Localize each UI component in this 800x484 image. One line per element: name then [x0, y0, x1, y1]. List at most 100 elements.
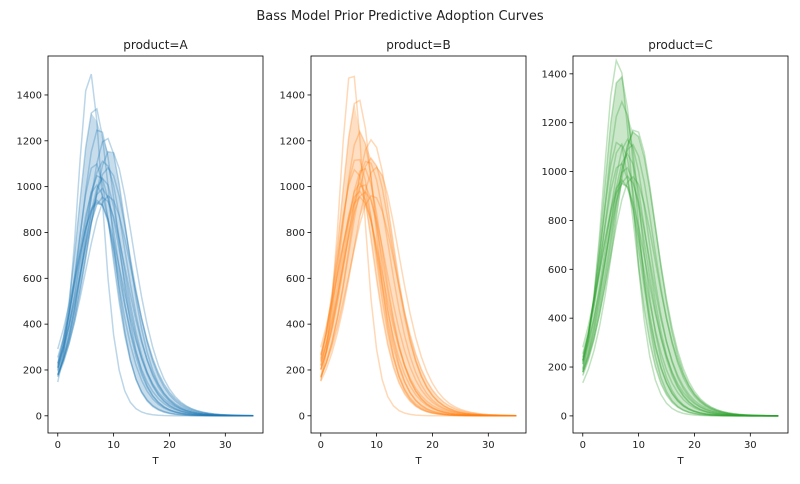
hdi-band	[582, 77, 779, 416]
adoption-curve	[582, 166, 779, 417]
adoption-curve	[57, 137, 254, 417]
adoption-curve	[582, 162, 779, 417]
x-axis-label: T	[676, 456, 684, 467]
y-tick-label: 0	[36, 411, 42, 422]
axes-frame	[310, 55, 527, 434]
x-tick-label: 30	[744, 440, 757, 451]
adoption-curve	[582, 75, 779, 417]
adoption-curve	[582, 152, 779, 417]
adoption-curve	[320, 168, 517, 417]
adoption-curve	[582, 174, 779, 417]
y-tick-label: 800	[286, 228, 305, 239]
adoption-curve	[57, 150, 254, 417]
adoption-curve	[582, 142, 779, 417]
x-axis-label: T	[414, 456, 422, 467]
adoption-curve	[57, 196, 254, 417]
x-tick-label: 20	[426, 440, 439, 451]
y-tick-label: 1400	[542, 69, 567, 80]
y-tick-label: 600	[23, 274, 42, 285]
panel-title: product=B	[386, 38, 450, 52]
y-tick-label: 200	[548, 363, 567, 374]
adoption-curve	[320, 189, 517, 417]
adoption-curve	[57, 162, 254, 417]
adoption-curve	[57, 187, 254, 417]
adoption-curve	[320, 181, 517, 417]
adoption-curve	[582, 130, 779, 417]
adoption-curve	[320, 166, 517, 417]
adoption-curve	[582, 129, 779, 417]
adoption-curve	[57, 174, 254, 417]
y-tick-label: 1400	[17, 90, 42, 101]
x-tick-label: 0	[318, 440, 324, 451]
y-tick-label: 1000	[542, 167, 567, 178]
x-tick-label: 30	[482, 440, 495, 451]
panel-title: product=A	[123, 38, 188, 52]
x-tick-label: 10	[370, 440, 383, 451]
y-tick-label: 600	[548, 265, 567, 276]
adoption-curve	[57, 73, 254, 417]
y-tick-label: 0	[561, 411, 567, 422]
panel-title: product=C	[648, 38, 713, 52]
chart-title: Bass Model Prior Predictive Adoption Cur…	[256, 9, 543, 24]
adoption-curve	[320, 184, 517, 417]
adoption-curve	[57, 177, 254, 417]
adoption-curve	[57, 194, 254, 417]
adoption-curve	[320, 75, 517, 417]
x-axis-label: T	[151, 456, 159, 467]
x-tick-label: 10	[107, 440, 120, 451]
adoption-curve	[320, 195, 517, 417]
y-tick-label: 600	[286, 274, 305, 285]
adoption-curve	[582, 175, 779, 417]
x-tick-label: 0	[580, 440, 586, 451]
adoption-curve	[582, 182, 779, 417]
adoption-curve	[320, 190, 517, 417]
adoption-curve	[320, 138, 517, 417]
adoption-curve	[320, 156, 517, 417]
y-tick-label: 1400	[280, 90, 305, 101]
adoption-curve	[582, 178, 779, 417]
adoption-curve	[57, 107, 254, 417]
y-tick-label: 400	[286, 320, 305, 331]
x-tick-label: 0	[55, 440, 61, 451]
hdi-band	[320, 103, 517, 416]
hdi-band	[57, 113, 254, 416]
x-tick-label: 30	[219, 440, 232, 451]
adoption-curve	[320, 158, 517, 417]
adoption-curve	[582, 137, 779, 417]
adoption-curve	[582, 57, 779, 417]
y-tick-label: 400	[548, 314, 567, 325]
adoption-curve	[57, 129, 254, 417]
adoption-curve	[320, 160, 517, 417]
axes-frame	[572, 55, 789, 434]
x-tick-label: 10	[632, 440, 645, 451]
adoption-curve	[57, 201, 254, 417]
y-tick-label: 800	[23, 228, 42, 239]
adoption-curve	[57, 166, 254, 417]
y-tick-label: 400	[23, 320, 42, 331]
y-tick-label: 1200	[17, 136, 42, 147]
adoption-curve	[582, 141, 779, 417]
y-tick-label: 1000	[280, 182, 305, 193]
adoption-curve	[582, 143, 779, 417]
panel-product-C: product=C 0 10 20 30 T 0 200 400 600 800 1000 1200 14…	[542, 38, 789, 467]
x-tick-label: 20	[688, 440, 701, 451]
y-tick-label: 200	[286, 365, 305, 376]
adoption-curve	[57, 199, 254, 417]
panel-product-A: product=A 0 10 20 30 T 0 200 400 600 800 1000 1200 14…	[17, 38, 264, 467]
x-tick-label: 20	[163, 440, 176, 451]
adoption-curve	[320, 129, 517, 417]
y-tick-label: 1000	[17, 182, 42, 193]
y-tick-label: 200	[23, 365, 42, 376]
adoption-curve	[57, 160, 254, 417]
y-tick-label: 0	[299, 411, 305, 422]
adoption-curve	[57, 183, 254, 417]
y-tick-label: 1200	[542, 118, 567, 129]
panel-product-B: product=B 0 10 20 30 T 0 200 400 600 800 1000 1200 14…	[280, 38, 527, 467]
adoption-curve	[582, 99, 779, 417]
y-tick-label: 800	[548, 216, 567, 227]
y-tick-label: 1200	[280, 136, 305, 147]
axes-frame	[47, 55, 264, 434]
adoption-curve	[320, 194, 517, 417]
